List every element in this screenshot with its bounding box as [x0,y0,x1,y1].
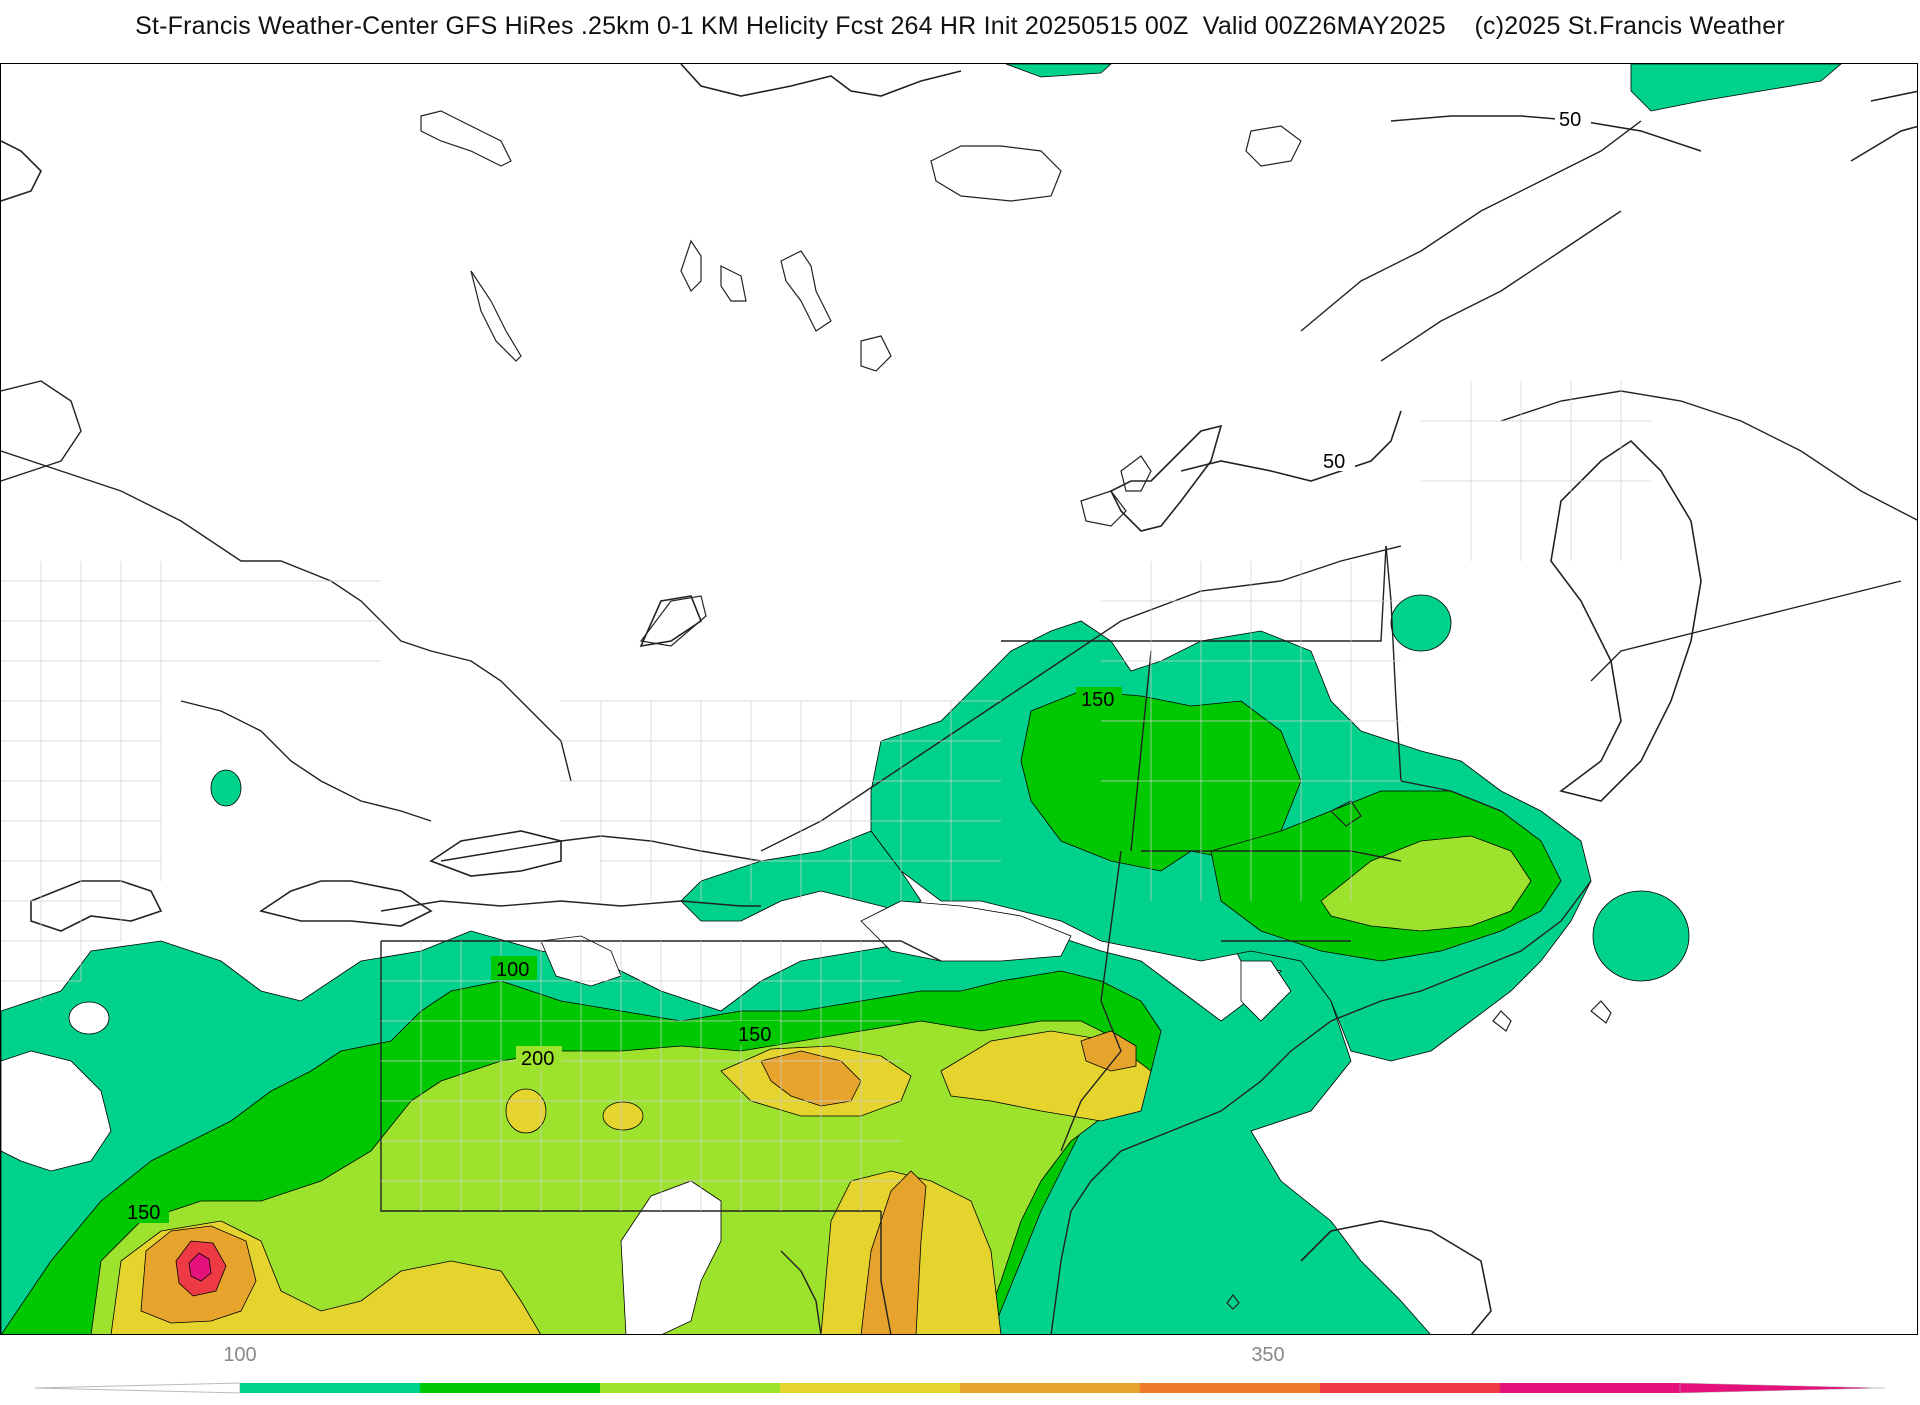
contour-label-layer: 50 50 150 100 150 200 150 [123,105,1591,1224]
contour-50-d [1180,410,1402,482]
colorbar-segment-5 [960,1383,1140,1393]
fill-hole-3 [1240,960,1292,1022]
map-canvas: 50 50 150 100 150 200 150 [1,64,1917,1334]
island-lake-3 [1329,800,1362,827]
island-lake-2 [1120,455,1152,492]
contour-label-50-b: 50 [1323,451,1345,473]
contour-50-h [1550,439,1702,802]
coastline-georgian [180,700,432,822]
island-north-7 [860,335,892,372]
fill-lvl4-blob-1 [505,1088,547,1134]
helicity-map: 50 50 150 100 150 200 150 [0,63,1918,1335]
colorbar-segment-2 [420,1383,600,1393]
fill-hole-4 [1,1050,112,1172]
contour-50-a [1,140,42,202]
colorbar-segment-1 [240,1383,420,1393]
fill-lvl1-top-1 [1005,64,1112,78]
colorbar-segment-8 [1500,1383,1680,1393]
coastline-hudson-bay [1,380,82,482]
county-lines [1,381,1651,1211]
island-north-6 [780,250,832,332]
colorbar-segment-3 [600,1383,780,1393]
colorbar-high-arrow [1679,1382,1886,1394]
fill-hole-1 [620,1180,722,1334]
fill-lvl1-top-2 [1630,64,1842,112]
island-gulf-3 [1492,1010,1512,1032]
colorbar-segment-6 [1140,1383,1320,1393]
contour-50-c [1390,115,1702,152]
coastline-st-lawrence-south [1380,210,1622,362]
colorbar-low-arrow [34,1382,241,1394]
border-md-de [880,1211,892,1334]
island-north-2 [930,145,1062,202]
island-lake-4 [1226,1294,1240,1310]
contour-50-g [1850,90,1917,162]
island-gulf-1 [1080,490,1127,527]
island-lake-1 [639,595,707,647]
fill-hole-5 [68,1001,110,1035]
island-north-5 [680,239,747,302]
contour-50-l [429,830,562,877]
coastline-gaspe [1500,390,1917,521]
island-north-1 [420,110,512,167]
contour-50-k [259,880,433,927]
fill-lvl1-blob-1 [1592,890,1690,982]
coastline-st-lawrence-north [1300,120,1642,332]
fill-lvl5-b [1080,1030,1137,1072]
fill-lvl7-core [188,1252,212,1282]
coastline-chesapeake [780,1250,822,1334]
fill-lvl5-c [860,1170,927,1334]
helicity-fill-layer [1,64,1842,1334]
contour-label-100: 100 [496,959,529,981]
fill-hole-2 [860,900,1072,962]
fill-lvl4-blob-2 [602,1101,644,1131]
contour-label-200: 200 [521,1048,554,1070]
contour-50-b [680,64,962,97]
colorbar-tick-100: 100 [223,1344,257,1366]
contour-label-150-c: 150 [127,1202,160,1224]
contour-label-150-b: 150 [738,1024,771,1046]
border-ny-vt [1100,850,1122,1002]
contour-50-i [1300,1220,1492,1334]
border-vt-nh [1130,650,1152,852]
colorbar [0,1338,1920,1400]
coastline-atlantic [1050,880,1592,1334]
border-maine [1385,545,1502,812]
contour-label-150-a: 150 [1081,689,1114,711]
contour-50-j [30,880,163,932]
colorbar-segment-4 [780,1383,960,1393]
map-title: St-Francis Weather-Center GFS HiRes .25k… [135,12,1785,40]
island-north-4 [470,270,522,362]
contour-label-50-a: 50 [1559,109,1581,131]
colorbar-segments [240,1383,1680,1393]
fill-lvl3-ne [1320,835,1532,932]
contour-50-e [1109,424,1223,532]
border-pa-south [380,941,881,1212]
colorbar-svg [34,1382,1886,1394]
fill-lvl1-blob-2 [1390,594,1452,652]
border-us-canada [380,900,761,912]
colorbar-tick-350: 350 [1251,1344,1285,1366]
border-nj [1060,1000,1122,1152]
island-north-3 [1245,125,1302,167]
coastline-maine [1590,580,1902,682]
contour-50-f [639,595,702,648]
coastline-lake-superior [1,450,572,782]
fill-lvl1-blob-3 [210,769,242,807]
colorbar-segment-7 [1320,1383,1500,1393]
island-gulf-2 [1590,1000,1612,1024]
